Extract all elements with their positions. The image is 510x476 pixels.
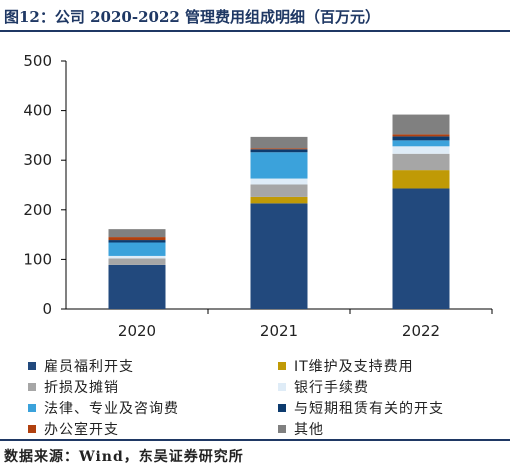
legend-item-3: 银行手续费 [278,377,369,397]
y-tick-label-3: 300 [23,151,52,169]
legend-item-5: 与短期租赁有关的开支 [278,398,444,418]
legend-item-1: IT维护及支持费用 [278,356,414,376]
bar-2020-series-4 [108,242,166,256]
bar-2022-series-2 [392,153,450,171]
y-tick-label-5: 500 [23,52,52,70]
legend-label-4: 法律、专业及咨询费 [44,401,179,417]
legend-label-6: 办公室开支 [44,422,119,438]
bar-2020-series-3 [108,255,166,259]
x-tick-label-2020: 2020 [118,322,156,340]
bar-2022-series-4 [392,140,450,147]
legend-swatch-7 [278,425,286,433]
title-bar: 图12：公司 2020-2022 管理费用组成明细（百万元） [0,0,510,32]
bar-2021-series-2 [250,184,308,197]
legend-label-5: 与短期租赁有关的开支 [294,401,444,417]
bar-2022-series-7 [392,114,450,135]
bar-2022-series-0 [392,188,450,309]
bar-2021-series-3 [250,178,308,185]
y-tick-label-2: 200 [23,201,52,219]
bar-2021-series-1 [250,196,308,204]
legend-label-7: 其他 [294,422,324,438]
legend-label-2: 折损及摊销 [44,380,119,396]
bar-2021-series-0 [250,203,308,309]
bar-2021-series-5 [250,149,308,153]
bar-2022-series-5 [392,136,450,141]
bar-2020-series-6 [108,237,166,241]
legend-item-0: 雇员福利开支 [28,356,134,376]
y-tick-label-0: 0 [42,300,52,318]
legend-swatch-3 [278,383,286,391]
stacked-bar-chart: 0 100 200 300 400 500 2020 2021 2022 [23,52,493,340]
source-note: 数据来源：Wind，东吴证券研究所 [4,449,244,465]
bottom-rule [0,439,510,441]
bar-2021-series-6 [250,148,308,150]
bar-2021-series-7 [250,136,308,149]
legend-swatch-2 [28,383,36,391]
legend-swatch-0 [28,362,36,370]
legend-swatch-4 [28,404,36,412]
legend-label-0: 雇员福利开支 [44,359,134,375]
bar-2020-series-5 [108,240,166,243]
legend-item-4: 法律、专业及咨询费 [28,398,179,418]
legend-label-3: 银行手续费 [294,380,369,396]
x-tick-label-2021: 2021 [260,322,298,340]
legend-label-1: IT维护及支持费用 [294,359,414,375]
chart-title: 图12：公司 2020-2022 管理费用组成明细（百万元） [4,8,381,26]
legend-item-7: 其他 [278,419,324,439]
x-tick-label-2022: 2022 [402,322,440,340]
bar-2022-series-3 [392,146,450,154]
bar-2020-series-0 [108,264,166,309]
legend-item-6: 办公室开支 [28,419,119,439]
legend-swatch-5 [278,404,286,412]
bar-2021-series-4 [250,152,308,179]
bar-2020-series-2 [108,258,166,265]
y-tick-label-4: 400 [23,102,52,120]
bar-2022-series-1 [392,170,450,189]
legend-swatch-6 [28,425,36,433]
bar-2020-series-7 [108,229,166,238]
legend-item-2: 折损及摊销 [28,377,119,397]
legend-swatch-1 [278,362,286,370]
y-tick-label-1: 100 [23,250,52,268]
bar-2022-series-6 [392,134,450,137]
